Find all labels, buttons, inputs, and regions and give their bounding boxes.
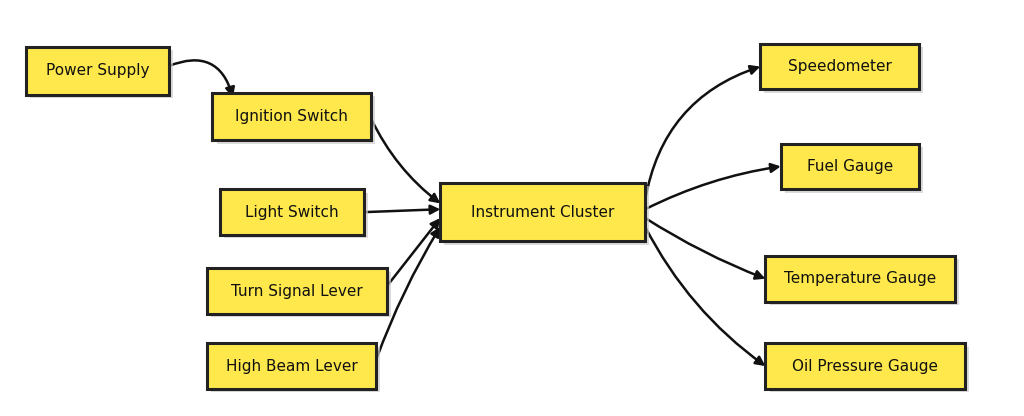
FancyBboxPatch shape (765, 343, 965, 389)
FancyArrowPatch shape (645, 227, 763, 364)
FancyBboxPatch shape (216, 96, 375, 144)
FancyBboxPatch shape (224, 193, 368, 238)
Text: Power Supply: Power Supply (45, 63, 150, 78)
FancyArrowPatch shape (645, 66, 758, 201)
FancyArrowPatch shape (645, 164, 778, 209)
Text: High Beam Lever: High Beam Lever (226, 359, 357, 374)
FancyArrowPatch shape (645, 218, 763, 279)
FancyBboxPatch shape (207, 343, 376, 389)
FancyBboxPatch shape (30, 50, 173, 98)
FancyBboxPatch shape (444, 186, 649, 245)
FancyBboxPatch shape (220, 189, 364, 235)
FancyArrowPatch shape (377, 229, 439, 359)
Text: Light Switch: Light Switch (245, 205, 339, 220)
Text: Oil Pressure Gauge: Oil Pressure Gauge (793, 359, 938, 374)
FancyBboxPatch shape (784, 147, 924, 193)
FancyBboxPatch shape (212, 92, 371, 141)
FancyBboxPatch shape (770, 347, 969, 392)
FancyArrowPatch shape (169, 60, 233, 95)
Text: Instrument Cluster: Instrument Cluster (471, 205, 614, 220)
FancyBboxPatch shape (764, 47, 924, 93)
FancyBboxPatch shape (211, 347, 380, 392)
Text: Ignition Switch: Ignition Switch (236, 109, 348, 124)
Text: Speedometer: Speedometer (787, 59, 892, 74)
Text: Fuel Gauge: Fuel Gauge (807, 159, 893, 174)
FancyBboxPatch shape (770, 259, 958, 305)
FancyBboxPatch shape (760, 44, 920, 89)
FancyArrowPatch shape (371, 119, 438, 202)
FancyBboxPatch shape (765, 256, 954, 302)
Text: Temperature Gauge: Temperature Gauge (784, 271, 936, 286)
FancyArrowPatch shape (386, 220, 438, 287)
FancyBboxPatch shape (207, 268, 386, 314)
FancyArrowPatch shape (364, 206, 437, 213)
FancyBboxPatch shape (440, 183, 645, 241)
FancyBboxPatch shape (780, 144, 920, 189)
Text: Turn Signal Lever: Turn Signal Lever (231, 284, 362, 299)
FancyBboxPatch shape (211, 272, 390, 317)
FancyBboxPatch shape (26, 47, 169, 94)
